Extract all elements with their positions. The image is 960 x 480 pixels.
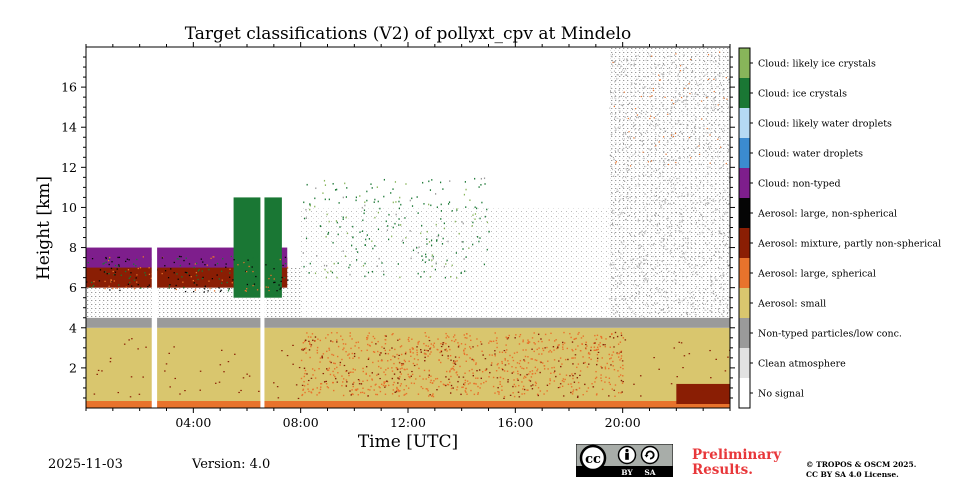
axes: 04:00 08:00 12:00 16:00 20:00 2 4 6 8 10 12 14 16 [61, 42, 735, 430]
colorbar-swatch [739, 288, 750, 318]
aerosol-texture [86, 51, 730, 400]
x-axis-label: Time [UTC] [357, 432, 459, 452]
chart-title: Target classifications (V2) of pollyxt_c… [184, 24, 632, 44]
colorbar-label: Non-typed particles/low conc. [758, 329, 902, 340]
measurement-date: 2025-11-03 [48, 457, 123, 472]
colorbar-swatch [739, 48, 750, 78]
by-label: BY [621, 468, 633, 477]
colorbar-swatch [739, 78, 750, 108]
colorbar-label: Cloud: likely ice crystals [758, 59, 876, 70]
colorbar-swatch [739, 318, 750, 348]
y-tick-label: 10 [61, 200, 77, 215]
y-tick-label: 8 [69, 240, 77, 255]
x-tick-label: 20:00 [605, 415, 641, 430]
copyright-notice: © TROPOS & OSCM 2025. CC BY SA 4.0 Licen… [806, 460, 916, 480]
copyright-line-1: © TROPOS & OSCM 2025. [806, 460, 917, 469]
colorbar-swatch [739, 198, 750, 228]
x-tick-label: 04:00 [175, 415, 211, 430]
preliminary-notice: Preliminary Results. [692, 448, 781, 478]
region-aerosol-small [86, 327, 730, 401]
preliminary-line-2: Results. [692, 462, 753, 478]
version-label: Version: 4.0 [192, 457, 271, 472]
colorbar-frame [738, 47, 751, 409]
colorbar-label: Aerosol: large, spherical [757, 269, 876, 280]
y-tick-label: 12 [61, 160, 77, 175]
by-attribution-icon [617, 445, 637, 465]
colorbar-label: Clean atmosphere [758, 359, 846, 370]
region-sparse-scatter [300, 207, 610, 318]
colorbar-label: No signal [758, 389, 804, 400]
y-tick-label: 16 [61, 80, 77, 95]
plot-area [86, 47, 730, 408]
colorbar-swatch [739, 228, 750, 258]
share-alike-icon [640, 445, 660, 465]
cc-icon: cc [579, 444, 607, 472]
y-axis-label: Height [km] [34, 175, 54, 281]
region-non-typed-particles-low-conc- [86, 317, 730, 328]
colorbar: No signal Clean atmosphere Non-typed parti… [738, 47, 941, 409]
cc-by-sa-badge: cc BY SA [576, 444, 673, 477]
colorbar-label: Aerosol: mixture, partly non-spherical [757, 239, 941, 250]
x-tick-label: 08:00 [283, 415, 319, 430]
region-aerosol-large-spherical [86, 400, 730, 408]
colorbar-swatch [739, 348, 750, 378]
region-cloud-ice-crystals [233, 197, 282, 298]
y-tick-label: 6 [69, 280, 77, 295]
no-data-gap [260, 47, 265, 408]
colorbar-label: Cloud: likely water droplets [758, 119, 892, 130]
colorbar-label: Aerosol: large, non-spherical [757, 209, 897, 220]
x-tick-label: 16:00 [497, 415, 533, 430]
svg-text:cc: cc [585, 452, 601, 467]
region-clean-atmosphere [609, 47, 730, 318]
colorbar-label: Cloud: ice crystals [758, 89, 847, 100]
preliminary-line-1: Preliminary [692, 447, 782, 463]
region-aerosol-mixture-partly-non-spherical [676, 383, 730, 404]
y-tick-label: 4 [69, 320, 77, 335]
y-tick-label: 14 [61, 120, 77, 135]
colorbar-swatch [739, 138, 750, 168]
colorbar-swatch [739, 378, 750, 408]
x-tick-label: 12:00 [390, 415, 426, 430]
no-data-gap [151, 47, 158, 408]
copyright-line-2: CC BY SA 4.0 License. [806, 470, 899, 479]
colorbar-label: Aerosol: small [757, 299, 826, 310]
colorbar-swatch [739, 108, 750, 138]
colorbar-swatch [739, 168, 750, 198]
y-tick-label: 2 [69, 360, 77, 375]
colorbar-label: Cloud: non-typed [758, 179, 841, 190]
colorbar-swatch [739, 258, 750, 288]
colorbar-label: Cloud: water droplets [758, 149, 863, 160]
sa-label: SA [644, 468, 655, 477]
